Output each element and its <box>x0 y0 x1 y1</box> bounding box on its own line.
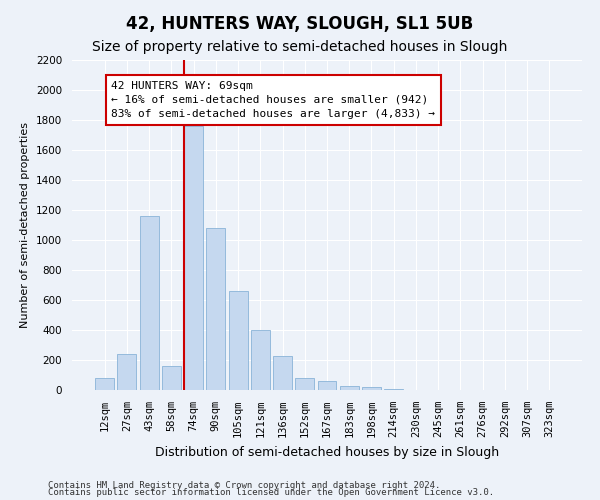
Bar <box>384 389 403 390</box>
Bar <box>184 126 203 390</box>
Bar <box>162 366 181 390</box>
Bar <box>95 378 114 390</box>
Bar <box>362 387 381 390</box>
Bar <box>340 386 359 390</box>
Text: Contains HM Land Registry data © Crown copyright and database right 2024.: Contains HM Land Registry data © Crown c… <box>48 480 440 490</box>
Bar <box>229 291 248 390</box>
Bar <box>140 216 158 390</box>
Bar <box>251 330 270 390</box>
Bar <box>206 228 225 390</box>
X-axis label: Distribution of semi-detached houses by size in Slough: Distribution of semi-detached houses by … <box>155 446 499 458</box>
Bar <box>317 381 337 390</box>
Bar <box>118 354 136 390</box>
Text: 42, HUNTERS WAY, SLOUGH, SL1 5UB: 42, HUNTERS WAY, SLOUGH, SL1 5UB <box>127 15 473 33</box>
Y-axis label: Number of semi-detached properties: Number of semi-detached properties <box>20 122 31 328</box>
Text: Size of property relative to semi-detached houses in Slough: Size of property relative to semi-detach… <box>92 40 508 54</box>
Bar <box>295 378 314 390</box>
Text: Contains public sector information licensed under the Open Government Licence v3: Contains public sector information licen… <box>48 488 494 497</box>
Bar <box>273 356 292 390</box>
Text: 42 HUNTERS WAY: 69sqm
← 16% of semi-detached houses are smaller (942)
83% of sem: 42 HUNTERS WAY: 69sqm ← 16% of semi-deta… <box>112 81 436 119</box>
